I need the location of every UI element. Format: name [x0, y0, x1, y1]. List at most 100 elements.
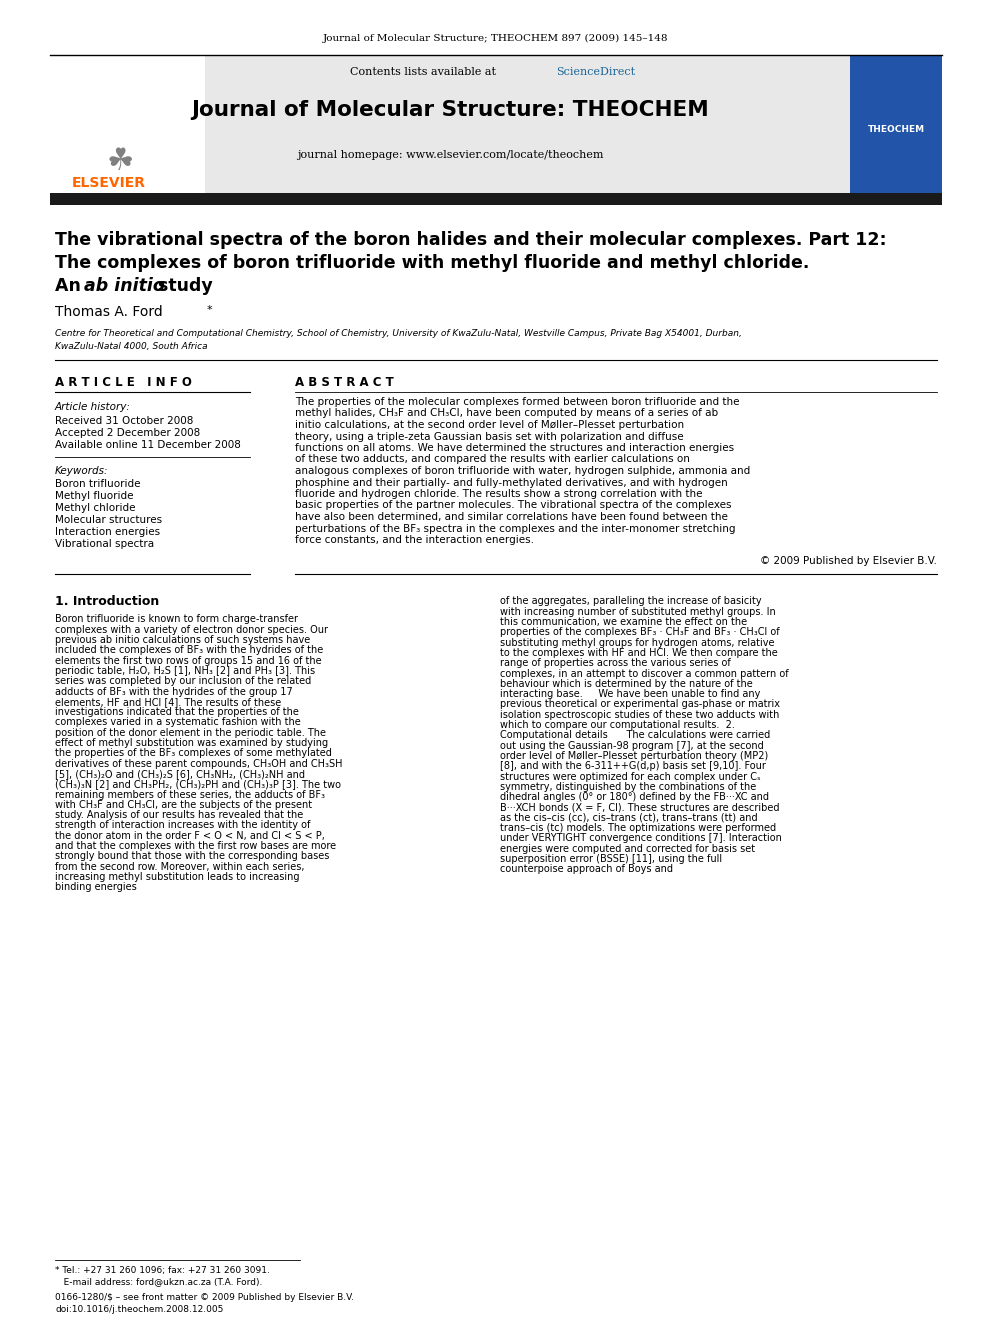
Text: Vibrational spectra: Vibrational spectra: [55, 538, 154, 549]
Text: dihedral angles (0° or 180°) defined by the FB···XC and: dihedral angles (0° or 180°) defined by …: [500, 792, 769, 802]
Text: trans–cis (tc) models. The optimizations were performed: trans–cis (tc) models. The optimizations…: [500, 823, 776, 833]
Text: complexes with a variety of electron donor species. Our: complexes with a variety of electron don…: [55, 624, 328, 635]
Text: order level of Møller–Plesset perturbation theory (MP2): order level of Møller–Plesset perturbati…: [500, 751, 768, 761]
Text: the donor atom in the order F < O < N, and Cl < S < P,: the donor atom in the order F < O < N, a…: [55, 831, 324, 841]
Text: and that the complexes with the first row bases are more: and that the complexes with the first ro…: [55, 841, 336, 851]
Text: The vibrational spectra of the boron halides and their molecular complexes. Part: The vibrational spectra of the boron hal…: [55, 232, 887, 249]
Text: Journal of Molecular Structure: THEOCHEM: Journal of Molecular Structure: THEOCHEM: [191, 101, 709, 120]
Text: Accepted 2 December 2008: Accepted 2 December 2008: [55, 429, 200, 438]
Text: B···XCH bonds (X = F, Cl). These structures are described: B···XCH bonds (X = F, Cl). These structu…: [500, 803, 780, 812]
Text: study: study: [152, 277, 212, 295]
Text: * Tel.: +27 31 260 1096; fax: +27 31 260 3091.: * Tel.: +27 31 260 1096; fax: +27 31 260…: [55, 1266, 270, 1274]
Text: strength of interaction increases with the identity of: strength of interaction increases with t…: [55, 820, 310, 831]
Text: force constants, and the interaction energies.: force constants, and the interaction ene…: [295, 534, 534, 545]
Text: Contents lists available at: Contents lists available at: [350, 67, 500, 77]
Text: to the complexes with HF and HCl. We then compare the: to the complexes with HF and HCl. We the…: [500, 648, 778, 658]
Bar: [850, 56, 942, 194]
Text: counterpoise approach of Boys and: counterpoise approach of Boys and: [500, 864, 673, 875]
Text: A R T I C L E   I N F O: A R T I C L E I N F O: [55, 376, 191, 389]
Text: [8], and with the 6-311++G(d,p) basis set [9,10]. Four: [8], and with the 6-311++G(d,p) basis se…: [500, 761, 766, 771]
Text: (CH₃)₃N [2] and CH₃PH₂, (CH₃)₂PH and (CH₃)₃P [3]. The two: (CH₃)₃N [2] and CH₃PH₂, (CH₃)₂PH and (CH…: [55, 779, 341, 790]
Text: The properties of the molecular complexes formed between boron trifluoride and t: The properties of the molecular complexe…: [295, 397, 739, 407]
Text: © 2009 Published by Elsevier B.V.: © 2009 Published by Elsevier B.V.: [760, 557, 937, 566]
Text: Article history:: Article history:: [55, 402, 131, 411]
Text: substituting methyl groups for hydrogen atoms, relative: substituting methyl groups for hydrogen …: [500, 638, 775, 648]
Text: previous theoretical or experimental gas-phase or matrix: previous theoretical or experimental gas…: [500, 700, 780, 709]
Text: Molecular structures: Molecular structures: [55, 515, 162, 525]
Text: this communication, we examine the effect on the: this communication, we examine the effec…: [500, 617, 747, 627]
Text: remaining members of these series, the adducts of BF₃: remaining members of these series, the a…: [55, 790, 325, 799]
Text: superposition error (BSSE) [11], using the full: superposition error (BSSE) [11], using t…: [500, 855, 722, 864]
Text: Received 31 October 2008: Received 31 October 2008: [55, 415, 193, 426]
Text: study. Analysis of our results has revealed that the: study. Analysis of our results has revea…: [55, 810, 304, 820]
Text: of these two adducts, and compared the results with earlier calculations on: of these two adducts, and compared the r…: [295, 455, 689, 464]
Text: investigations indicated that the properties of the: investigations indicated that the proper…: [55, 708, 299, 717]
Text: out using the Gaussian-98 program [7], at the second: out using the Gaussian-98 program [7], a…: [500, 741, 764, 750]
Text: [5], (CH₃)₂O and (CH₃)₂S [6], CH₃NH₂, (CH₃)₂NH and: [5], (CH₃)₂O and (CH₃)₂S [6], CH₃NH₂, (C…: [55, 769, 305, 779]
Text: range of properties across the various series of: range of properties across the various s…: [500, 659, 731, 668]
Text: 1. Introduction: 1. Introduction: [55, 595, 160, 609]
Text: behaviour which is determined by the nature of the: behaviour which is determined by the nat…: [500, 679, 753, 689]
Text: effect of methyl substitution was examined by studying: effect of methyl substitution was examin…: [55, 738, 328, 747]
Text: theory, using a triple-zeta Gaussian basis set with polarization and diffuse: theory, using a triple-zeta Gaussian bas…: [295, 431, 683, 442]
Text: Computational details      The calculations were carried: Computational details The calculations w…: [500, 730, 770, 741]
Text: Methyl chloride: Methyl chloride: [55, 503, 136, 513]
Text: perturbations of the BF₃ spectra in the complexes and the inter-monomer stretchi: perturbations of the BF₃ spectra in the …: [295, 524, 735, 533]
Text: functions on all atoms. We have determined the structures and interaction energi: functions on all atoms. We have determin…: [295, 443, 734, 452]
Text: energies were computed and corrected for basis set: energies were computed and corrected for…: [500, 844, 755, 853]
Text: with increasing number of substituted methyl groups. In: with increasing number of substituted me…: [500, 607, 776, 617]
Text: journal homepage: www.elsevier.com/locate/theochem: journal homepage: www.elsevier.com/locat…: [297, 149, 603, 160]
Text: 0166-1280/$ – see front matter © 2009 Published by Elsevier B.V.: 0166-1280/$ – see front matter © 2009 Pu…: [55, 1293, 354, 1302]
Text: A B S T R A C T: A B S T R A C T: [295, 376, 394, 389]
Text: with CH₃F and CH₃Cl, are the subjects of the present: with CH₃F and CH₃Cl, are the subjects of…: [55, 800, 312, 810]
Text: elements the first two rows of groups 15 and 16 of the: elements the first two rows of groups 15…: [55, 656, 321, 665]
Text: position of the donor element in the periodic table. The: position of the donor element in the per…: [55, 728, 326, 738]
Text: which to compare our computational results.  2.: which to compare our computational resul…: [500, 720, 735, 730]
Text: isolation spectroscopic studies of these two adducts with: isolation spectroscopic studies of these…: [500, 710, 780, 720]
Text: initio calculations, at the second order level of Møller–Plesset perturbation: initio calculations, at the second order…: [295, 419, 684, 430]
Bar: [50, 56, 942, 194]
Text: interacting base.     We have been unable to find any: interacting base. We have been unable to…: [500, 689, 761, 699]
Text: complexes, in an attempt to discover a common pattern of: complexes, in an attempt to discover a c…: [500, 668, 789, 679]
Text: Methyl fluoride: Methyl fluoride: [55, 491, 134, 501]
Text: basic properties of the partner molecules. The vibrational spectra of the comple: basic properties of the partner molecule…: [295, 500, 731, 511]
Text: strongly bound that those with the corresponding bases: strongly bound that those with the corre…: [55, 852, 329, 861]
Text: symmetry, distinguished by the combinations of the: symmetry, distinguished by the combinati…: [500, 782, 756, 792]
Text: Centre for Theoretical and Computational Chemistry, School of Chemistry, Univers: Centre for Theoretical and Computational…: [55, 329, 742, 339]
Text: E-mail address: ford@ukzn.ac.za (T.A. Ford).: E-mail address: ford@ukzn.ac.za (T.A. Fo…: [55, 1278, 262, 1286]
Text: as the cis–cis (cc), cis–trans (ct), trans–trans (tt) and: as the cis–cis (cc), cis–trans (ct), tra…: [500, 812, 758, 823]
Text: Keywords:: Keywords:: [55, 466, 108, 476]
Text: fluoride and hydrogen chloride. The results show a strong correlation with the: fluoride and hydrogen chloride. The resu…: [295, 490, 702, 499]
Text: increasing methyl substitution leads to increasing: increasing methyl substitution leads to …: [55, 872, 300, 882]
Text: ELSEVIER: ELSEVIER: [72, 176, 146, 191]
Text: Thomas A. Ford: Thomas A. Ford: [55, 306, 163, 319]
Text: properties of the complexes BF₃ · CH₃F and BF₃ · CH₃Cl of: properties of the complexes BF₃ · CH₃F a…: [500, 627, 780, 638]
Text: included the complexes of BF₃ with the hydrides of the: included the complexes of BF₃ with the h…: [55, 646, 323, 655]
Text: periodic table, H₂O, H₂S [1], NH₃ [2] and PH₃ [3]. This: periodic table, H₂O, H₂S [1], NH₃ [2] an…: [55, 665, 315, 676]
Text: phosphine and their partially- and fully-methylated derivatives, and with hydrog: phosphine and their partially- and fully…: [295, 478, 728, 487]
Bar: [50, 193, 942, 205]
Text: *: *: [207, 306, 212, 315]
Text: ab initio: ab initio: [84, 277, 165, 295]
Text: of the aggregates, paralleling the increase of basicity: of the aggregates, paralleling the incre…: [500, 597, 762, 606]
Text: series was completed by our inclusion of the related: series was completed by our inclusion of…: [55, 676, 311, 687]
Text: previous ab initio calculations of such systems have: previous ab initio calculations of such …: [55, 635, 310, 646]
Text: binding energies: binding energies: [55, 882, 137, 892]
Text: THEOCHEM: THEOCHEM: [867, 126, 925, 135]
Text: Available online 11 December 2008: Available online 11 December 2008: [55, 441, 241, 450]
Text: complexes varied in a systematic fashion with the: complexes varied in a systematic fashion…: [55, 717, 301, 728]
Text: Interaction energies: Interaction energies: [55, 527, 160, 537]
Text: under VERYTIGHT convergence conditions [7]. Interaction: under VERYTIGHT convergence conditions […: [500, 833, 782, 843]
Text: ScienceDirect: ScienceDirect: [556, 67, 635, 77]
Text: structures were optimized for each complex under Cₛ: structures were optimized for each compl…: [500, 771, 761, 782]
Text: the properties of the BF₃ complexes of some methylated: the properties of the BF₃ complexes of s…: [55, 749, 332, 758]
Text: KwaZulu-Natal 4000, South Africa: KwaZulu-Natal 4000, South Africa: [55, 343, 207, 352]
Text: from the second row. Moreover, within each series,: from the second row. Moreover, within ea…: [55, 861, 305, 872]
Text: Journal of Molecular Structure; THEOCHEM 897 (2009) 145–148: Journal of Molecular Structure; THEOCHEM…: [323, 33, 669, 42]
Text: ☘: ☘: [106, 147, 134, 176]
Text: Boron trifluoride: Boron trifluoride: [55, 479, 141, 490]
Text: adducts of BF₃ with the hydrides of the group 17: adducts of BF₃ with the hydrides of the …: [55, 687, 293, 697]
Bar: [50, 56, 205, 194]
Text: The complexes of boron trifluoride with methyl fluoride and methyl chloride.: The complexes of boron trifluoride with …: [55, 254, 809, 273]
Text: doi:10.1016/j.theochem.2008.12.005: doi:10.1016/j.theochem.2008.12.005: [55, 1304, 223, 1314]
